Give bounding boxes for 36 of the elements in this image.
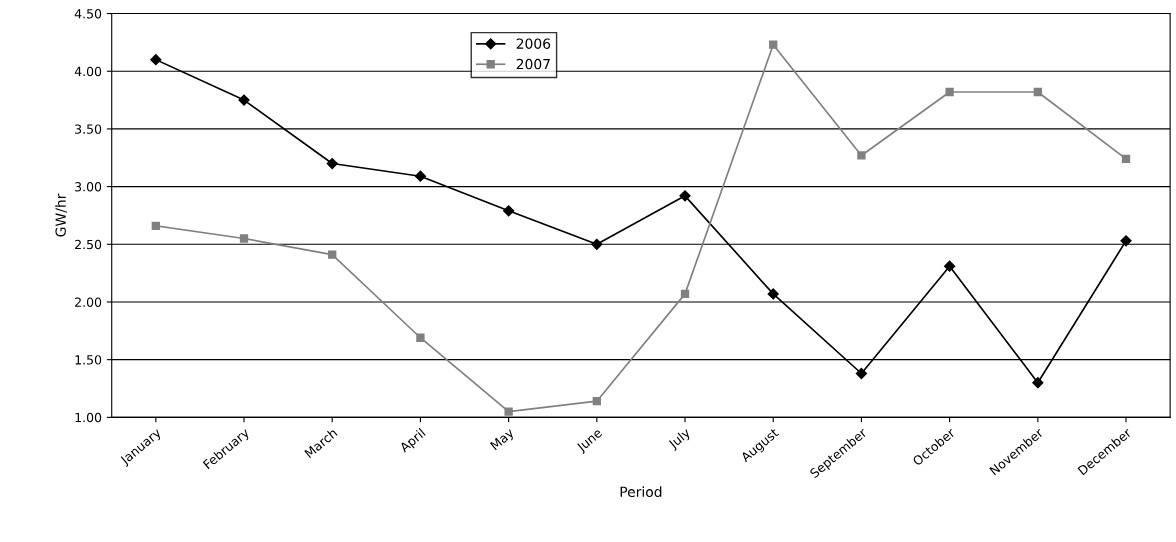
y-tick-label: 2.00 — [75, 297, 102, 307]
point — [1032, 377, 1044, 389]
point — [414, 170, 427, 182]
point — [679, 190, 691, 202]
point — [1120, 235, 1132, 247]
point — [857, 151, 866, 160]
point — [767, 288, 779, 300]
point — [503, 205, 515, 217]
y-tick-label: 4.50 — [74, 9, 102, 19]
y-axis-title: GW/hr — [55, 193, 68, 237]
point — [591, 238, 603, 250]
point — [150, 54, 162, 66]
x-tick-label: May — [490, 427, 517, 453]
point — [945, 87, 954, 97]
point — [416, 333, 425, 342]
legend-label: 2006 — [516, 38, 551, 49]
point — [326, 157, 338, 170]
point — [504, 407, 513, 416]
point — [239, 234, 249, 243]
y-tick-label: 2.50 — [75, 239, 102, 250]
point — [680, 289, 690, 299]
point — [944, 260, 956, 272]
y-tick-label: 1.50 — [75, 355, 102, 365]
y-tick-label: 3.00 — [75, 182, 102, 192]
point — [769, 40, 778, 49]
y-tick-label: 3.50 — [75, 124, 102, 134]
point — [592, 397, 601, 406]
point — [328, 250, 337, 259]
x-axis-title: Period — [620, 486, 662, 498]
y-tick-label: 4.00 — [74, 66, 102, 77]
point — [1033, 87, 1042, 97]
point — [1121, 154, 1131, 164]
point — [855, 367, 868, 380]
y-tick-label: 1.00 — [75, 412, 102, 423]
point — [151, 221, 160, 230]
legend-label: 2007 — [516, 58, 550, 70]
